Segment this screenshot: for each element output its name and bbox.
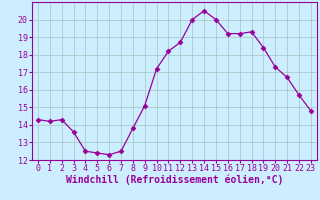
X-axis label: Windchill (Refroidissement éolien,°C): Windchill (Refroidissement éolien,°C) [66, 175, 283, 185]
